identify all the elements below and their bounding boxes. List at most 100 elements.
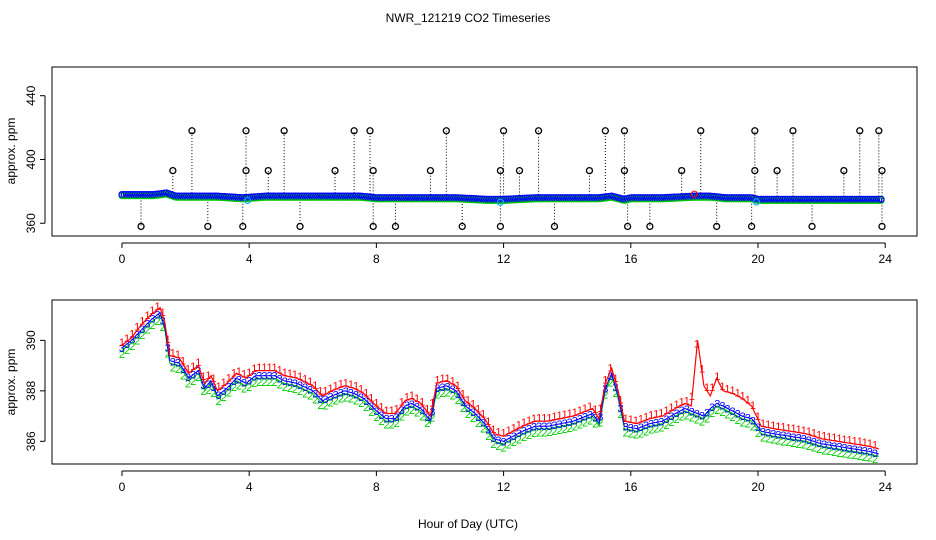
- bottom-series-3-marker: 3: [628, 422, 634, 434]
- bottom-series-1-marker: 1: [709, 382, 715, 394]
- bottom-series-3-marker: 3: [567, 417, 573, 429]
- bottom-series-3-marker: 3: [475, 412, 481, 424]
- top-flag-high-marker: [280, 127, 288, 135]
- bottom-series-2-marker: 2: [297, 386, 303, 398]
- bottom-x-tick-label: 0: [119, 480, 126, 494]
- bottom-series-3-marker: 3: [160, 316, 166, 328]
- bottom-series-2-marker: 2: [256, 377, 262, 389]
- bottom-series-2-marker: 2: [363, 402, 369, 414]
- bottom-series-2-marker: 2: [450, 390, 456, 402]
- bottom-series-2-marker: 2: [831, 447, 837, 459]
- bottom-series-1-marker: 1: [724, 383, 730, 395]
- bottom-series-1-marker: 1: [328, 383, 334, 395]
- top-flag-markers: [137, 127, 886, 231]
- bottom-series-3-marker: 3: [638, 422, 644, 434]
- top-x-tick-label: 12: [497, 252, 511, 266]
- bottom-series-1-marker: 1: [618, 394, 624, 406]
- bottom-series-1-marker: 1: [495, 426, 501, 438]
- bottom-series-3-marker: 3: [750, 415, 756, 427]
- bottom-series-1-marker: 1: [434, 374, 440, 386]
- bottom-series-3-marker: 3: [821, 439, 827, 451]
- bottom-series-3-marker: 3: [343, 386, 349, 398]
- bottom-series-2-marker: 2: [704, 413, 710, 425]
- top-flag-low-marker: [391, 222, 400, 231]
- bottom-series-2-marker: 2: [612, 388, 618, 400]
- bottom-series-1-marker: 1: [231, 367, 237, 379]
- bottom-series-3-marker: 3: [216, 390, 222, 402]
- bottom-series-3-marker: 3: [816, 438, 822, 450]
- bottom-series-1-marker: 1: [735, 387, 741, 399]
- bottom-series-2-marker: 2: [134, 335, 140, 347]
- bottom-series-3-marker: 3: [322, 394, 328, 406]
- bottom-series-2-marker: 2: [511, 437, 517, 449]
- bottom-series-2-marker: 2: [394, 418, 400, 430]
- top-flag-low-marker: [808, 222, 816, 231]
- bottom-series-3-marker: 3: [256, 371, 262, 383]
- bottom-series-3: 3333333333333333333333333333333333333333…: [119, 310, 879, 460]
- bottom-series-3-marker: 3: [373, 406, 379, 418]
- top-flag-high-marker: [499, 127, 508, 135]
- bottom-series-3-marker: 3: [139, 324, 145, 336]
- top-flag-high-marker: [697, 127, 705, 135]
- top-panel: 0 4 8 12 16 20 24 360 400 440 approx. ppm: [4, 66, 918, 266]
- bottom-series-2-marker: 2: [246, 382, 252, 394]
- bottom-series-1-marker: 1: [679, 397, 685, 409]
- top-flag-low-marker: [713, 222, 721, 231]
- bottom-series-2-marker: 2: [536, 427, 542, 439]
- bottom-series-1-marker: 1: [470, 398, 476, 410]
- bottom-series-2-marker: 2: [353, 395, 359, 407]
- bottom-series-3-marker: 3: [460, 397, 466, 409]
- top-flag-mid-marker: [678, 166, 686, 175]
- bottom-series-1-marker: 1: [546, 412, 552, 424]
- bottom-series-3-marker: 3: [836, 442, 842, 454]
- bottom-series-1-marker: 1: [531, 413, 537, 425]
- top-flag-mid-marker: [878, 166, 886, 175]
- bottom-series-3-marker: 3: [119, 343, 125, 355]
- chart-title: NWR_121219 CO2 Timeseries: [386, 11, 551, 25]
- bottom-series-2-marker: 2: [144, 325, 150, 337]
- bottom-series-3-marker: 3: [378, 410, 384, 422]
- bottom-series-1-marker: 1: [653, 409, 659, 421]
- bottom-series-1-marker: 1: [541, 413, 547, 425]
- bottom-series-3-marker: 3: [653, 417, 659, 429]
- bottom-series-1-marker: 1: [633, 415, 639, 427]
- bottom-series-2-marker: 2: [231, 382, 237, 394]
- bottom-data-series: 2222222222222222222222222222222222222222…: [119, 301, 879, 466]
- bottom-series-2-marker: 2: [770, 435, 776, 447]
- top-y-tick-label: 400: [24, 149, 38, 169]
- bottom-series-3-marker: 3: [165, 342, 171, 354]
- bottom-series-1-marker: 1: [638, 414, 644, 426]
- bottom-series-1-marker: 1: [134, 322, 140, 334]
- bottom-series-1-marker: 1: [155, 301, 161, 313]
- top-flag-high-marker: [350, 127, 358, 135]
- bottom-series-1-marker: 1: [760, 418, 766, 430]
- top-flag-mid-marker: [773, 166, 781, 175]
- bottom-series-2-marker: 2: [287, 383, 293, 395]
- bottom-series-3-marker: 3: [536, 421, 542, 433]
- bottom-series-2-marker: 2: [516, 434, 522, 446]
- bottom-series-3-marker: 3: [679, 405, 685, 417]
- bottom-series-2-marker: 2: [170, 363, 176, 375]
- bottom-series-2-marker: 2: [307, 391, 313, 403]
- top-x-tick-label: 4: [246, 252, 253, 266]
- bottom-series-1-marker: 1: [292, 369, 298, 381]
- bottom-series-3-marker: 3: [857, 445, 863, 457]
- bottom-series-3-marker: 3: [607, 371, 613, 383]
- top-y-tick-label: 360: [24, 213, 38, 233]
- bottom-series-1-marker: 1: [516, 420, 522, 432]
- bottom-series-2-marker: 2: [618, 409, 624, 421]
- bottom-series-3-marker: 3: [317, 394, 323, 406]
- bottom-series-2-marker: 2: [282, 382, 288, 394]
- bottom-series-2-marker: 2: [663, 420, 669, 432]
- bottom-series-2-marker: 2: [399, 411, 405, 423]
- bottom-series-1-marker: 1: [699, 364, 705, 376]
- bottom-series-2-marker: 2: [475, 418, 481, 430]
- bottom-series-3-marker: 3: [760, 427, 766, 439]
- bottom-series-1-marker: 1: [363, 387, 369, 399]
- bottom-series-3-marker: 3: [612, 382, 618, 394]
- top-flag-low-marker: [623, 222, 632, 231]
- bottom-series-2-marker: 2: [735, 415, 741, 427]
- bottom-series-2-marker: 2: [694, 414, 700, 426]
- bottom-series-1-marker: 1: [185, 364, 191, 376]
